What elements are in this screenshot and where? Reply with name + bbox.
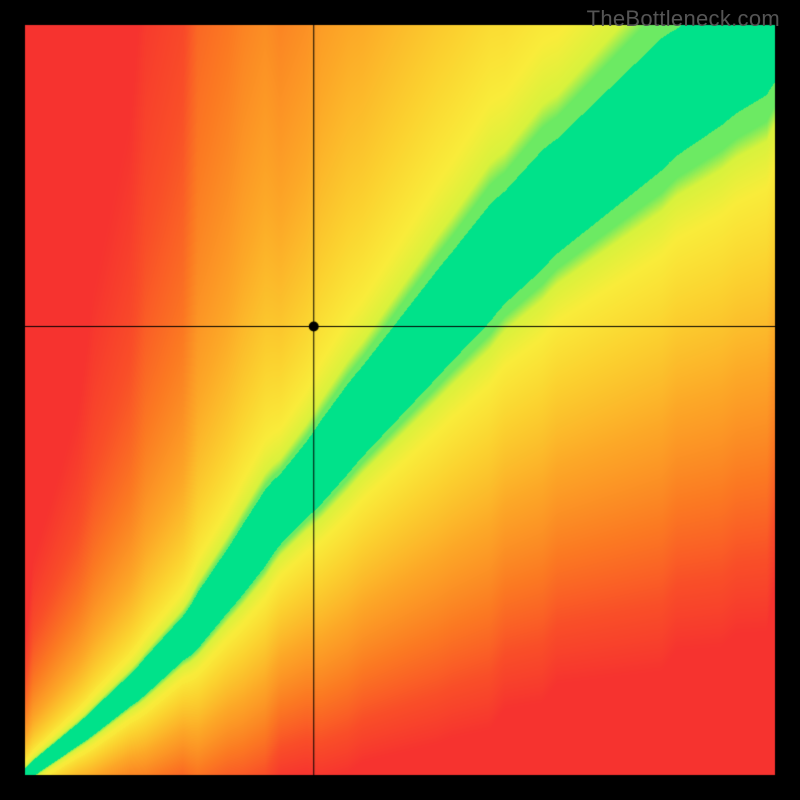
attribution-label: TheBottleneck.com (587, 6, 780, 32)
heatmap-canvas (0, 0, 800, 800)
chart-container: TheBottleneck.com (0, 0, 800, 800)
